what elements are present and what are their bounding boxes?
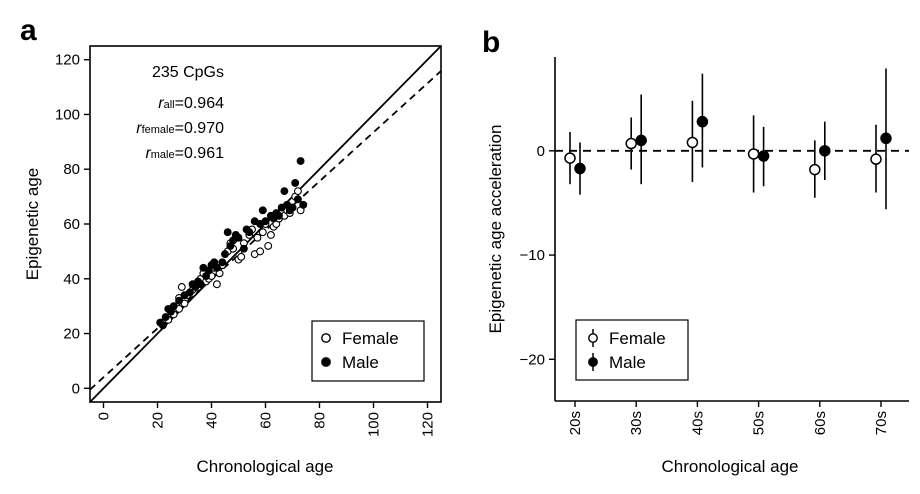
panel-a-legend: Female Male	[311, 320, 425, 382]
panel-a-male-point	[258, 206, 267, 215]
panel-b-ticks: 20s 30s 40s 50s 60s 70s 0 −10 −20	[520, 143, 890, 435]
panel-a-x-axis-title: Chronological age	[196, 457, 333, 476]
panel-a-legend-box	[311, 320, 425, 382]
panel-b-female-point	[747, 148, 760, 160]
panel-a-male-point	[175, 296, 184, 305]
panel-b-male-point	[819, 145, 831, 157]
panel-a-male-point	[185, 288, 194, 297]
panel-a-male-point	[245, 228, 254, 237]
panel-b-male-point	[635, 134, 647, 147]
panel-a-x-tick-label: 100	[366, 412, 383, 437]
panel-a-letter: a	[20, 14, 37, 47]
panel-a-x-tick-label: 40	[204, 412, 221, 429]
panel-b-male-point	[574, 162, 586, 175]
panel-a-male-point	[239, 244, 248, 253]
panel-b-male-point	[757, 150, 770, 162]
panel-b-marks	[564, 68, 892, 210]
panel-a-male-point	[296, 157, 305, 165]
panel-a-x-tick-label: 60	[258, 412, 275, 429]
panel-b-legend-box	[575, 319, 689, 381]
panel-a-male-point	[158, 321, 167, 330]
panel-a-male-point	[275, 211, 283, 220]
panel-b-x-tick-label: 70s	[873, 411, 890, 435]
panel-a-male-point	[212, 263, 221, 272]
panel-a-y-tick-label: 40	[63, 271, 80, 288]
panel-b-female-point	[870, 153, 882, 165]
panel-b-male-point	[696, 115, 709, 128]
panel-a-male-point	[223, 228, 232, 237]
legend-female-marker	[321, 333, 331, 343]
panel-b-female-point	[686, 136, 699, 149]
stat-r-male: rmale=0.961	[145, 145, 224, 162]
panel-a-female-point	[264, 241, 273, 250]
panel-a-male-point	[161, 313, 170, 322]
legend-b-female-label: Female	[609, 329, 666, 348]
panel-a-female-point	[258, 228, 267, 237]
panel-a-points	[156, 157, 308, 330]
panel-a-female-point	[256, 247, 265, 256]
panel-a-y-tick-label: 120	[55, 52, 80, 69]
panel-b-male-point	[880, 132, 892, 145]
panel-b-female-point	[809, 163, 821, 176]
panel-a-x-tick-label: 20	[150, 412, 167, 429]
legend-b-female-marker	[588, 333, 598, 343]
panel-b-x-tick-label: 60s	[812, 411, 829, 435]
panel-a-male-point	[218, 258, 227, 267]
panel-b-x-tick-label: 30s	[628, 411, 645, 435]
panel-a-female-point	[177, 283, 186, 291]
panel-a-male-point	[293, 195, 302, 204]
panel-a-male-point	[299, 200, 308, 209]
panel-a-female-point	[237, 252, 246, 261]
panel-a-y-axis-title: Epigenetic age	[23, 168, 42, 280]
panel-a-x-tick-label: 0	[96, 412, 113, 420]
stat-r-all: rall=0.964	[158, 95, 224, 112]
panel-b-x-tick-label: 20s	[567, 411, 584, 435]
panel-a-female-point	[266, 231, 275, 239]
legend-male-marker	[321, 357, 331, 367]
panel-a-y-tick-label: 0	[72, 380, 80, 397]
panel-a-y-tick-label: 20	[63, 326, 80, 343]
panel-a-male-point	[196, 280, 205, 289]
panel-b-y-axis-title: Epigenetic age acceleration	[486, 125, 505, 334]
panel-b-x-tick-label: 40s	[689, 411, 706, 435]
panel-a-x-tick-label: 120	[420, 412, 437, 437]
panel-a-female-point	[253, 233, 262, 242]
panel-a-male-point	[261, 217, 270, 226]
legend-b-male-marker	[588, 357, 598, 367]
stats-title: 235 CpGs	[152, 64, 224, 81]
legend-b-male-label: Male	[609, 353, 646, 372]
panel-b-legend: Female Male	[575, 319, 689, 381]
legend-male-label: Male	[342, 353, 379, 372]
panel-a-y-tick-label: 80	[63, 161, 80, 178]
panel-b-female-point	[564, 152, 576, 164]
panel-b-y-tick-label: 0	[537, 143, 545, 160]
panel-a-male-point	[291, 178, 300, 187]
panel-a-male-point	[169, 302, 178, 311]
panel-a: a 0 20 40 60 80 100 120 0 20 40 60 80 100 120 Chronol…	[20, 14, 442, 476]
panel-a-y-tick-label: 60	[63, 216, 80, 233]
panel-a-male-point	[234, 233, 243, 242]
panel-a-x-tick-label: 80	[312, 412, 329, 429]
panel-b-letter: b	[482, 26, 500, 59]
panel-a-female-point	[212, 280, 221, 289]
panel-a-male-point	[288, 203, 297, 212]
panel-a-male-point	[221, 250, 229, 259]
panel-b-y-tick-label: −10	[520, 247, 545, 264]
panel-b: b 20s 30s 40s 50s 60s 70s 0 −10 −20 Chronologica…	[482, 26, 909, 476]
panel-a-male-point	[280, 187, 289, 196]
panel-a-ticks: 0 20 40 60 80 100 120 0 20 40 60 80 100 120	[55, 52, 437, 437]
panel-b-female-point	[625, 137, 637, 150]
panel-a-y-tick-label: 100	[55, 106, 80, 123]
panel-b-x-axis-title: Chronological age	[661, 457, 798, 476]
panel-a-female-point	[293, 187, 302, 196]
legend-female-label: Female	[342, 329, 399, 348]
panel-a-stats-annotation: 235 CpGs rall=0.964 rfemale=0.970 rmale=…	[136, 64, 224, 162]
panel-b-x-tick-label: 50s	[751, 411, 768, 435]
panel-b-y-tick-label: −20	[520, 351, 545, 368]
stat-r-female: rfemale=0.970	[136, 120, 224, 137]
